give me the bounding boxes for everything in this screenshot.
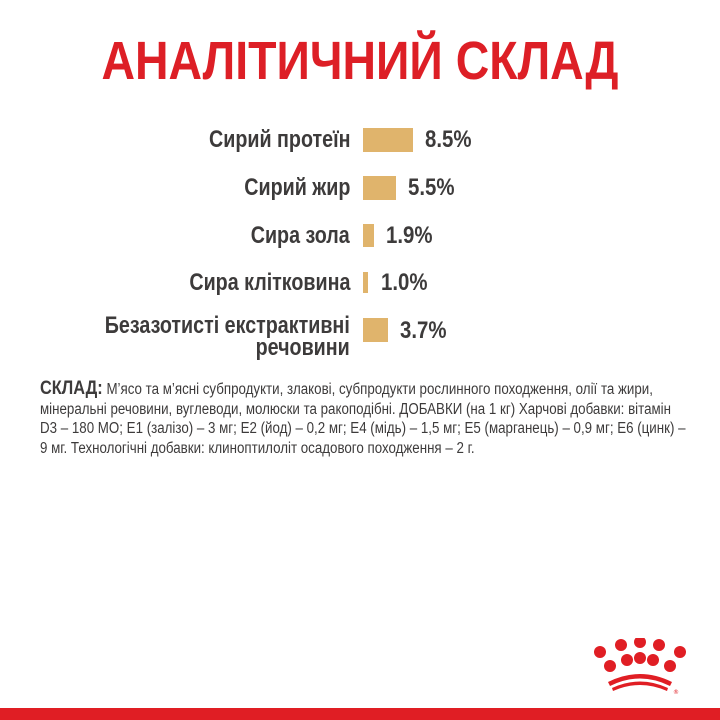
row-label: Сира зола	[250, 222, 350, 249]
bar	[363, 176, 396, 200]
page-title: АНАЛІТИЧНИЙ СКЛАД	[101, 31, 619, 91]
row-label-line1: Безазотисті екстрактивні	[104, 312, 350, 339]
composition-lead: СКЛАД:	[40, 378, 103, 399]
chart-row-fibre: Сира клітковина 1.0%	[0, 270, 720, 300]
chart-row-ash: Сира зола 1.9%	[0, 223, 720, 253]
bar	[363, 224, 374, 247]
row-value: 8.5%	[425, 126, 472, 153]
bar	[363, 272, 368, 293]
chart-row-nfe: Безазотисті екстрактивні речовини 3.7%	[0, 313, 720, 361]
row-value: 5.5%	[408, 174, 455, 201]
row-value: 1.0%	[381, 269, 428, 296]
bar	[363, 318, 388, 342]
row-value: 3.7%	[400, 317, 447, 344]
registered-mark: ®	[673, 689, 679, 696]
row-label-line2: речовини	[255, 334, 350, 361]
royal-canin-crown-logo: ®	[590, 636, 690, 700]
row-label: Сирий протеїн	[208, 126, 350, 153]
bar	[363, 128, 413, 152]
brand-footer-band	[0, 708, 720, 720]
row-label: Сирий жир	[243, 174, 350, 201]
composition-text: СКЛАД: М’ясо та м’ясні субпродукти, злак…	[40, 379, 690, 458]
row-label: Сира клітковина	[188, 269, 350, 296]
chart-row-fat: Сирий жир 5.5%	[0, 175, 720, 205]
composition-body: М’ясо та м’ясні субпродукти, злакові, су…	[40, 381, 686, 457]
chart-row-protein: Сирий протеїн 8.5%	[0, 127, 720, 157]
crown-icon: ®	[594, 636, 686, 696]
row-value: 1.9%	[386, 222, 433, 249]
